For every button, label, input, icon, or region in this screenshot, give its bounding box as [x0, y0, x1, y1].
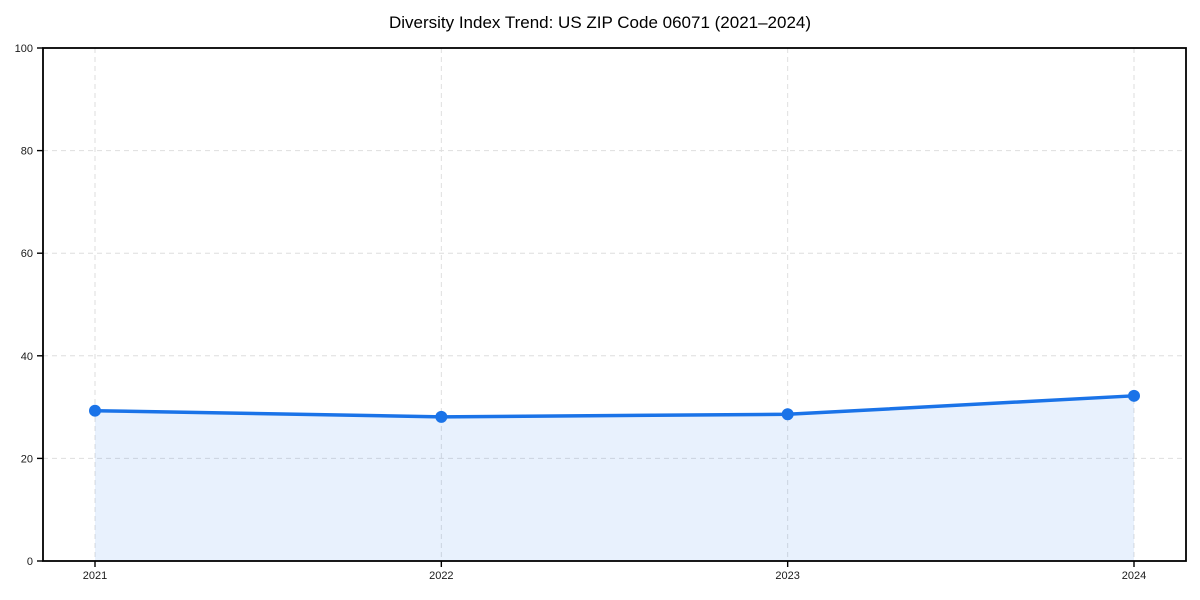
data-point-marker: [1128, 389, 1140, 402]
chart-title: Diversity Index Trend: US ZIP Code 06071…: [388, 13, 812, 32]
x-tick-label: 2022: [429, 570, 453, 582]
x-tick-label: 2023: [775, 570, 799, 582]
y-tick-label: 20: [21, 453, 33, 465]
y-tick-label: 0: [27, 556, 33, 568]
y-tick-label: 60: [21, 248, 33, 260]
trend-line: [93, 394, 1136, 419]
data-point-marker: [781, 408, 794, 421]
area-fill: [95, 395, 1134, 561]
y-tick-label: 100: [15, 43, 33, 55]
y-tick-label: 80: [21, 146, 33, 158]
data-point-marker: [89, 404, 101, 417]
x-tick-label: 2024: [1122, 570, 1146, 582]
plot-border: [42, 47, 1187, 562]
y-tick-label: 40: [21, 351, 33, 363]
data-point-marker: [435, 410, 448, 423]
x-tick-label: 2021: [83, 570, 107, 582]
